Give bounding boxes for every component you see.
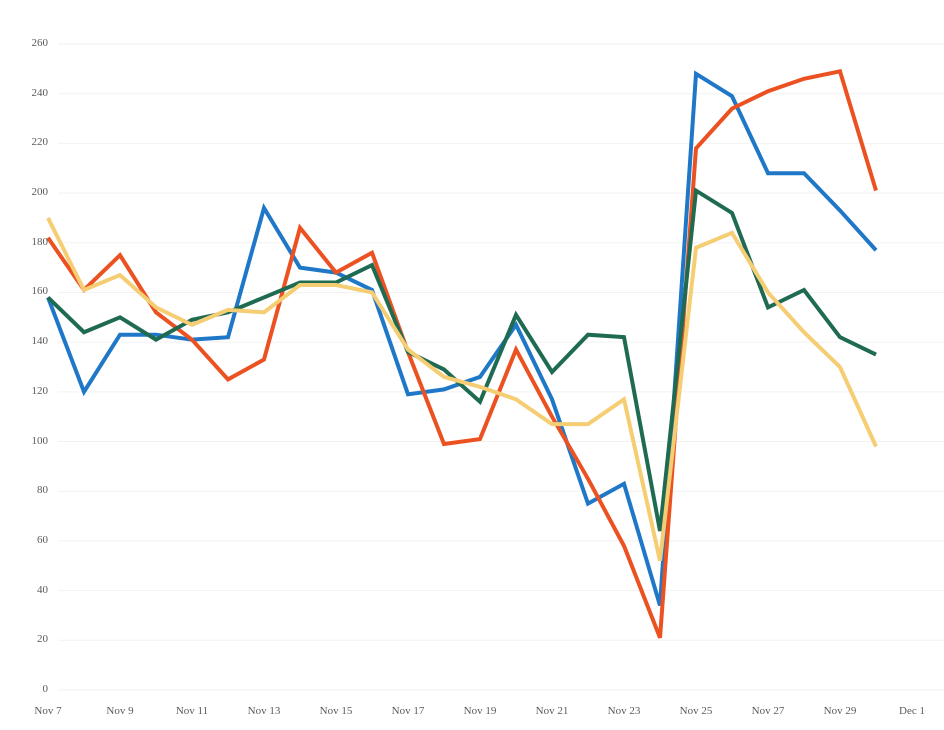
y-tick-label: 240 (31, 86, 49, 99)
y-tick-label: 60 (37, 533, 48, 546)
x-tick-label: Nov 17 (391, 705, 425, 717)
x-tick-label: Nov 27 (751, 705, 785, 717)
y-tick-label: 180 (31, 235, 49, 248)
x-tick-label: Nov 23 (607, 705, 641, 717)
x-tick-label: Dec 1 (899, 705, 925, 717)
x-tick-label: Nov 9 (106, 705, 134, 717)
series-line-2 (46, 69, 878, 639)
y-tick-label: 200 (31, 186, 49, 199)
y-tick-label: 0 (42, 683, 49, 695)
series-line-1 (46, 70, 878, 607)
y-tick-label: 140 (31, 335, 49, 348)
x-tick-label: Nov 21 (535, 705, 569, 717)
y-tick-label: 100 (31, 434, 49, 447)
x-tick-label: Nov 11 (175, 705, 209, 717)
y-tick-label: 120 (31, 384, 49, 397)
gridlines (58, 43, 944, 691)
x-tick-label: Nov 19 (463, 705, 497, 717)
y-tick-label: 40 (37, 583, 48, 596)
x-tick-label: Nov 13 (247, 705, 281, 717)
y-tick-label: 80 (37, 484, 48, 497)
y-tick-label: 20 (37, 633, 48, 646)
x-tick-label: Nov 7 (34, 705, 62, 717)
x-tick-label: Nov 29 (823, 705, 857, 717)
y-tick-label: 160 (31, 285, 49, 298)
y-tick-label: 220 (31, 136, 49, 149)
series-line-4 (46, 217, 878, 562)
series-lines (46, 69, 878, 639)
x-tick-label: Nov 15 (319, 705, 353, 717)
x-tick-label: Nov 25 (679, 705, 713, 717)
series-line-3 (46, 187, 877, 532)
y-tick-label: 260 (31, 37, 49, 49)
